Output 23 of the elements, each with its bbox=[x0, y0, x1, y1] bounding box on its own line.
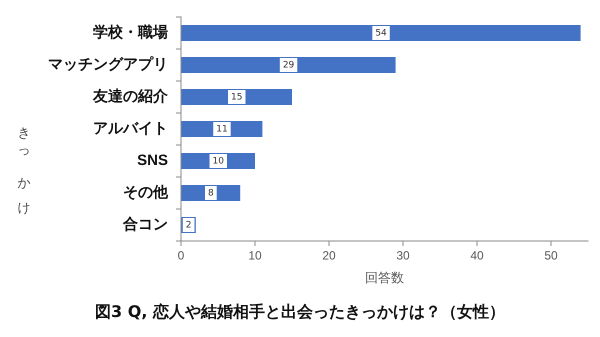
data-label: 8 bbox=[208, 188, 214, 198]
x-tick-label: 50 bbox=[544, 248, 558, 263]
data-label: 29 bbox=[282, 60, 295, 70]
y-tick-label: その他 bbox=[123, 184, 169, 202]
x-tick-label: 30 bbox=[396, 248, 410, 263]
x-tick-label: 20 bbox=[322, 248, 336, 263]
x-tick-label: 0 bbox=[178, 248, 185, 263]
y-tick-label: マッチングアプリ bbox=[48, 56, 168, 74]
data-label: 11 bbox=[216, 124, 228, 134]
data-label: 54 bbox=[375, 28, 388, 38]
y-tick-label: アルバイト bbox=[93, 120, 168, 138]
x-tick-label: 40 bbox=[470, 248, 484, 263]
data-label: 15 bbox=[231, 92, 242, 102]
x-tick-label: 10 bbox=[248, 248, 262, 263]
y-axis-title: きっかけ bbox=[15, 118, 32, 218]
y-tick-label: 友達の紹介 bbox=[92, 88, 169, 106]
data-label: 2 bbox=[186, 220, 192, 230]
y-tick-label: 学校・職場 bbox=[93, 24, 168, 42]
data-label: 10 bbox=[212, 156, 224, 166]
y-tick-label: 合コン bbox=[122, 216, 168, 234]
y-tick-label: SNS bbox=[137, 152, 168, 170]
x-axis-title: 回答数 bbox=[365, 270, 404, 285]
text: 図3 Q, 恋人や結婚相手と出会ったきっかけは？（女性） bbox=[94, 302, 506, 323]
